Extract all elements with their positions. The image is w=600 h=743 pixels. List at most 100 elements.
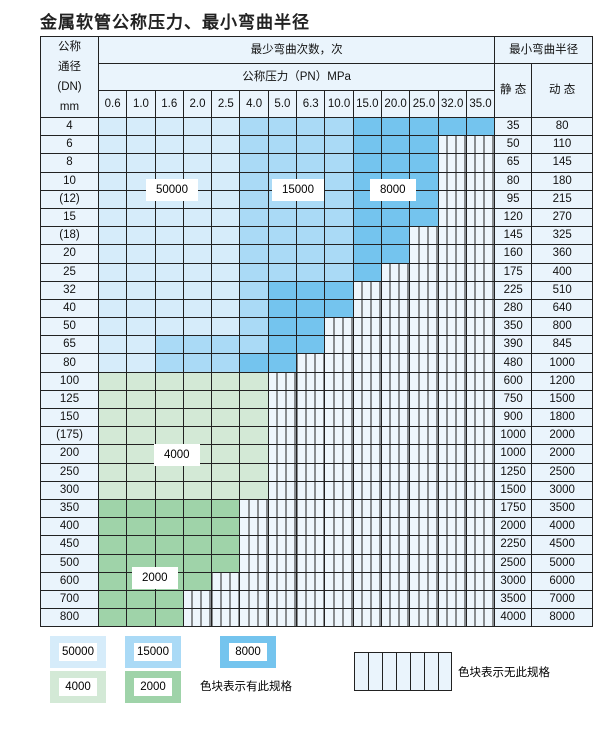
- spec-cell: [211, 517, 241, 537]
- no-spec-cell: [380, 589, 411, 610]
- spec-cell: [126, 207, 156, 228]
- no-spec-cell: [267, 462, 298, 482]
- spec-cell: [267, 280, 298, 300]
- dynamic-radius-cell: 215: [531, 189, 594, 209]
- no-spec-cell: [465, 535, 496, 555]
- no-spec-cell: [239, 553, 269, 573]
- no-spec-cell: [465, 426, 496, 446]
- no-spec-cell: [437, 298, 467, 319]
- table-row: 15 120 270: [40, 207, 594, 228]
- dn-cell: 200: [40, 444, 99, 464]
- no-spec-cell: [409, 244, 439, 264]
- spec-cell: [267, 353, 298, 373]
- static-radius-cell: 390: [494, 335, 533, 355]
- table-row: 700 3500 7000: [40, 589, 594, 610]
- no-spec-cell: [380, 553, 411, 573]
- no-spec-cell: [239, 608, 269, 628]
- spec-cell: [211, 116, 241, 137]
- no-spec-cell: [324, 553, 354, 573]
- static-radius-cell: 35: [494, 116, 533, 137]
- spec-cell: [239, 189, 269, 209]
- pressure-col-header: 20.0: [380, 90, 411, 118]
- dn-cell: 10: [40, 171, 99, 191]
- table-row: 8 65 145: [40, 153, 594, 173]
- spec-cell: [126, 389, 156, 410]
- spec-cell: [352, 153, 382, 173]
- dn-cell: 4: [40, 116, 99, 137]
- table-row: 300 1500 3000: [40, 480, 594, 500]
- no-spec-cell: [296, 608, 326, 628]
- spec-cell: [97, 535, 128, 555]
- no-spec-cell: [380, 317, 411, 337]
- dynamic-radius-cell: 3500: [531, 498, 594, 519]
- legend-label: 8000: [229, 643, 267, 661]
- spec-cell: [211, 171, 241, 191]
- spec-cell: [182, 426, 213, 446]
- no-spec-cell: [437, 189, 467, 209]
- pressure-col-header: 35.0: [465, 90, 496, 118]
- no-spec-cell: [380, 444, 411, 464]
- pressure-col-header: 1.6: [154, 90, 184, 118]
- pressure-col-header: 0.6: [97, 90, 128, 118]
- spec-cell: [182, 226, 213, 246]
- no-spec-cell: [324, 589, 354, 610]
- spec-cell: [182, 353, 213, 373]
- dn-cell: 100: [40, 371, 99, 391]
- dn-cell: 20: [40, 244, 99, 264]
- spec-cell: [267, 153, 298, 173]
- no-spec-cell: [324, 389, 354, 410]
- static-radius-cell: 3000: [494, 571, 533, 591]
- spec-cell: [182, 317, 213, 337]
- legend-swatch-2000: 2000: [125, 671, 181, 703]
- spec-cell: [211, 335, 241, 355]
- no-spec-cell: [352, 480, 382, 500]
- spec-table-wrap: 公称 通径 (DN) mm 最少弯曲次数，次 最小弯曲半径 公称压力（PN）MP…: [40, 36, 594, 628]
- spec-cell: [182, 244, 213, 264]
- no-spec-cell: [409, 335, 439, 355]
- no-spec-cell: [465, 371, 496, 391]
- legend-label: 4000: [59, 678, 97, 696]
- no-spec-cell: [465, 389, 496, 410]
- table-row: 65 390 845: [40, 335, 594, 355]
- no-spec-cell: [267, 498, 298, 519]
- static-radius-cell: 145: [494, 226, 533, 246]
- radius-header: 最小弯曲半径: [494, 36, 594, 64]
- region-label-4000: 4000: [154, 444, 200, 466]
- table-row: 20 160 360: [40, 244, 594, 264]
- dn-cell: 40: [40, 298, 99, 319]
- dn-cell: 500: [40, 553, 99, 573]
- no-spec-cell: [437, 571, 467, 591]
- no-spec-cell: [267, 480, 298, 500]
- no-spec-cell: [380, 262, 411, 282]
- no-spec-cell: [324, 498, 354, 519]
- dn-cell: 15: [40, 207, 99, 228]
- no-spec-cell: [324, 535, 354, 555]
- spec-cell: [296, 116, 326, 137]
- no-spec-cell: [465, 171, 496, 191]
- spec-cell: [211, 189, 241, 209]
- spec-cell: [154, 116, 184, 137]
- spec-cell: [296, 335, 326, 355]
- dn-cell: 350: [40, 498, 99, 519]
- dn-header-line: 通径: [58, 61, 81, 73]
- no-spec-cell: [409, 280, 439, 300]
- no-spec-cell: [465, 462, 496, 482]
- spec-cell: [182, 371, 213, 391]
- spec-cell: [182, 553, 213, 573]
- no-spec-cell: [409, 517, 439, 537]
- dynamic-radius-cell: 640: [531, 298, 594, 319]
- no-spec-cell: [324, 371, 354, 391]
- spec-cell: [211, 498, 241, 519]
- table-row: 800 4000 8000: [40, 608, 594, 628]
- no-spec-cell: [437, 589, 467, 610]
- no-spec-cell: [352, 444, 382, 464]
- spec-cell: [182, 262, 213, 282]
- spec-cell: [154, 280, 184, 300]
- spec-cell: [239, 207, 269, 228]
- pressure-col-header: 32.0: [437, 90, 467, 118]
- table-row: 250 1250 2500: [40, 462, 594, 482]
- no-spec-cell: [409, 462, 439, 482]
- spec-cell: [182, 280, 213, 300]
- no-spec-cell: [465, 135, 496, 155]
- no-spec-cell: [296, 571, 326, 591]
